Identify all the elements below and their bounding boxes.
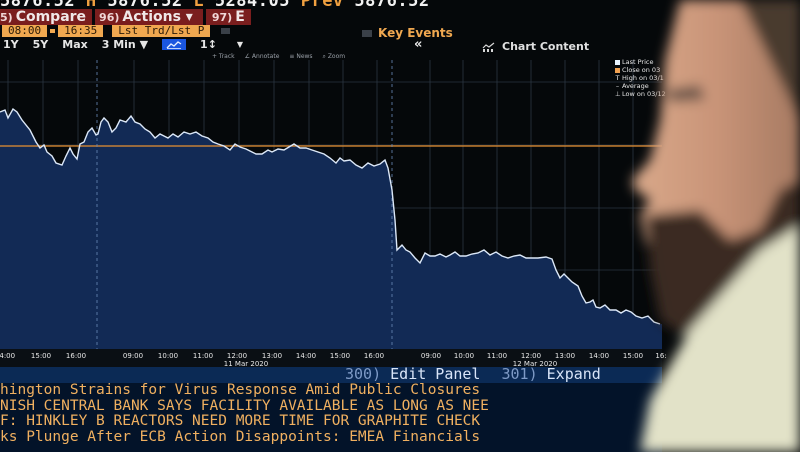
edit-panel-button[interactable]: Edit Panel xyxy=(390,365,481,383)
bar-chart-icon[interactable]: 1↕ xyxy=(200,38,217,51)
range-selector: 1Y 5Y Max 3 Min ▼ 1↕ ▼ xyxy=(3,38,257,51)
legend-label: Last Price xyxy=(622,58,654,66)
x-tick: 16:00 xyxy=(363,352,385,360)
quote-line: 5876.52 H 5876.52 L 5284.05 Prev 5876.52 xyxy=(0,0,430,11)
last-price-line xyxy=(0,107,661,325)
news-headline[interactable]: NISH CENTRAL BANK SAYS FACILITY AVAILABL… xyxy=(0,398,489,414)
high-value: 5876.52 xyxy=(107,0,183,11)
x-tick: 16:00 xyxy=(65,352,87,360)
compare-label: Compare xyxy=(15,9,87,25)
news-ticker: hington Strains for Virus Response Amid … xyxy=(0,383,662,452)
x-tick: 12:00 xyxy=(520,352,542,360)
x-tick: 15:00 xyxy=(329,352,351,360)
legend-label: Low on 03/12 xyxy=(622,90,666,98)
legend-label: Average xyxy=(622,82,649,90)
time-axis: 14:00 15:00 16:00 09:00 10:00 11:00 12:0… xyxy=(0,349,667,371)
chart-type-dropdown-icon[interactable]: ▼ xyxy=(236,40,244,49)
key-events-toggle[interactable]: Key Events xyxy=(362,26,453,40)
range-max[interactable]: Max xyxy=(62,38,88,51)
low-label: L xyxy=(193,0,205,11)
x-tick: 13:00 xyxy=(261,352,283,360)
legend-item-last-price[interactable]: Last Price xyxy=(615,58,666,66)
x-date-label: 12 Mar 2020 xyxy=(512,360,558,368)
legend-item-close[interactable]: Close on 03 xyxy=(615,66,666,74)
price-mode-select[interactable]: Lst Trd/Lst P xyxy=(112,25,211,37)
chart-content-button[interactable]: Chart Content xyxy=(482,40,589,53)
legend-item-low[interactable]: ⊥ Low on 03/12 xyxy=(615,90,666,98)
x-tick: 14:00 xyxy=(588,352,610,360)
expand-num: 301) xyxy=(501,365,538,383)
end-time-input[interactable]: 16:35 xyxy=(58,25,104,37)
x-tick: 09:00 xyxy=(420,352,442,360)
line-chart-icon[interactable] xyxy=(162,39,187,50)
x-tick: 11:00 xyxy=(192,352,214,360)
x-tick: 12:00 xyxy=(226,352,248,360)
x-tick: 10:00 xyxy=(157,352,179,360)
interval-select[interactable]: 3 Min ▼ xyxy=(101,38,149,51)
x-date-label: 11 Mar 2020 xyxy=(223,360,269,368)
track-tool[interactable]: + Track xyxy=(212,53,235,60)
zoom-tool[interactable]: ⌕ Zoom xyxy=(322,53,346,60)
x-tick: 15:00 xyxy=(622,352,644,360)
actions-num: 96) xyxy=(99,11,120,24)
x-tick: 15:00 xyxy=(30,352,52,360)
expand-button[interactable]: Expand xyxy=(546,365,601,383)
annotate-tool[interactable]: ∠ Annotate xyxy=(244,53,280,60)
legend-label: High on 03/1 xyxy=(622,74,664,82)
x-tick: 11:00 xyxy=(486,352,508,360)
key-events-label: Key Events xyxy=(378,26,453,40)
news-headline[interactable]: F: HINKLEY B REACTORS NEED MORE TIME FOR… xyxy=(0,414,481,429)
actions-label: Actions ▾ xyxy=(122,9,193,25)
range-5y[interactable]: 5Y xyxy=(32,38,49,51)
compare-num: 5) xyxy=(0,11,13,24)
high-label: H xyxy=(85,0,97,11)
collapse-panel-icon[interactable]: « xyxy=(414,37,423,52)
panel-bar: 300) Edit Panel 301) Expand xyxy=(0,365,662,383)
x-tick: 16: xyxy=(655,352,667,360)
news-headline[interactable]: hington Strains for Virus Response Amid … xyxy=(0,383,481,398)
legend-item-high[interactable]: T High on 03/1 xyxy=(615,74,666,82)
x-tick: 09:00 xyxy=(122,352,144,360)
last-value: 5876.52 xyxy=(0,0,76,11)
menu-bar: 5) Compare 96) Actions ▾ 97) E xyxy=(0,9,251,25)
range-1y[interactable]: 1Y xyxy=(3,38,19,51)
chart-tools: + Track ∠ Annotate ≡ News ⌕ Zoom xyxy=(212,53,345,61)
checkbox-icon xyxy=(362,29,372,37)
actions-button[interactable]: 96) Actions ▾ xyxy=(95,9,203,25)
menu-97-button[interactable]: 97) E xyxy=(205,9,251,25)
range-dash xyxy=(50,29,56,33)
low-value: 5284.05 xyxy=(214,0,290,11)
prev-label: Prev xyxy=(300,0,344,11)
x-tick: 10:00 xyxy=(453,352,475,360)
legend-item-average[interactable]: – Average xyxy=(615,82,666,90)
prev-value: 5876.52 xyxy=(354,0,430,11)
average-marker-icon: – xyxy=(615,82,620,90)
chart-legend: Last Price Close on 03 T High on 03/1 – Av… xyxy=(615,58,666,98)
x-tick: 14:00 xyxy=(295,352,317,360)
x-tick: 14:00 xyxy=(0,352,16,360)
chart-content-label: Chart Content xyxy=(502,40,590,53)
legend-label: Close on 03 xyxy=(622,66,661,74)
low-marker-icon: ⊥ xyxy=(615,90,621,98)
menu-97-num: 97) xyxy=(211,11,233,24)
news-tool[interactable]: ≡ News xyxy=(289,53,313,60)
price-area-fill xyxy=(0,109,662,350)
legend-swatch-icon xyxy=(615,67,620,73)
toggle-box[interactable] xyxy=(221,28,231,34)
start-time-input[interactable]: 08:00 xyxy=(2,25,48,37)
news-headline[interactable]: ks Plunge After ECB Action Disappoints: … xyxy=(0,429,481,445)
menu-97-label: E xyxy=(235,9,245,25)
price-chart[interactable] xyxy=(0,60,662,350)
legend-swatch-icon xyxy=(615,59,620,65)
high-marker-icon: T xyxy=(615,74,620,82)
time-filter: 08:00 16:35 Lst Trd/Lst P xyxy=(2,25,231,37)
compare-button[interactable]: 5) Compare xyxy=(0,9,93,25)
chart-content-icon xyxy=(482,42,495,52)
edit-panel-num: 300) xyxy=(345,365,382,383)
x-tick: 13:00 xyxy=(554,352,576,360)
